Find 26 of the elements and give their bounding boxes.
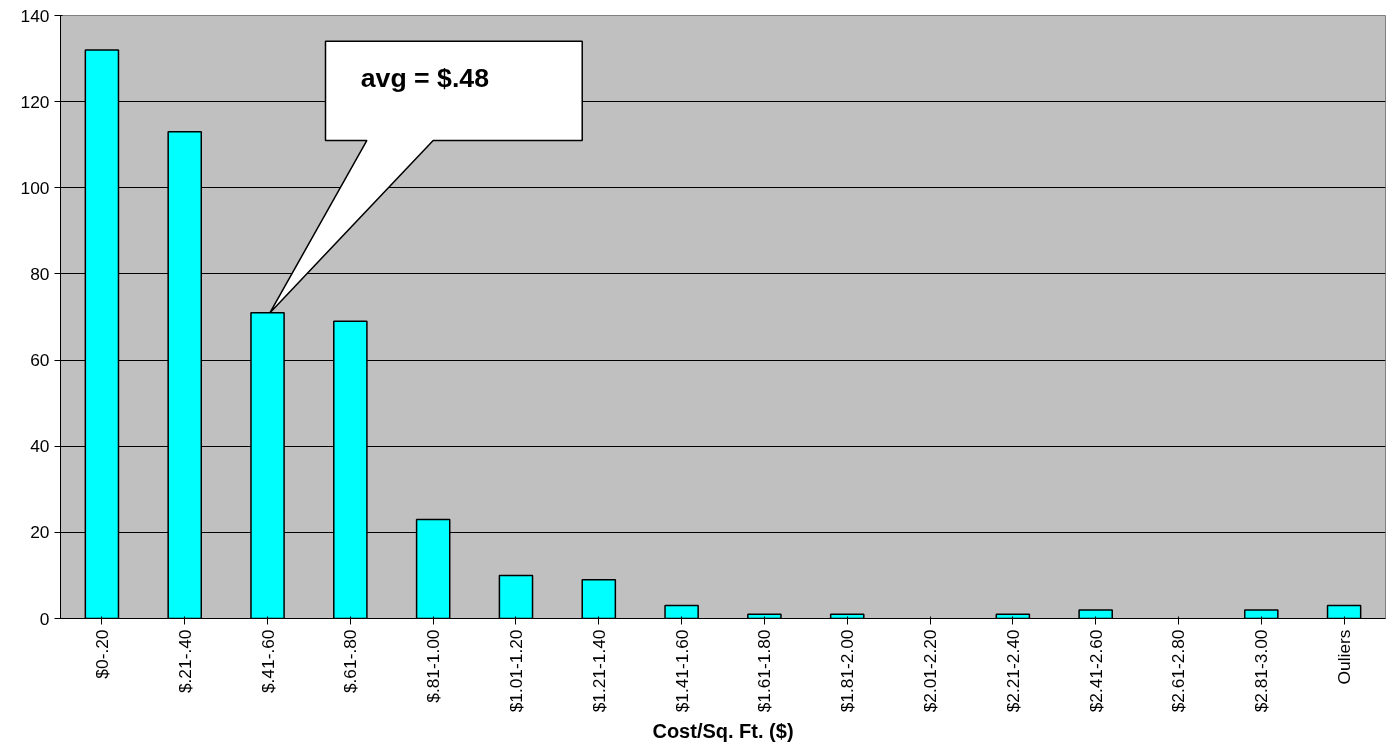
x-tick-label: $1.81-2.00 [837,629,858,713]
x-tick-label: $.41-.60 [257,629,278,694]
x-tick-label: $.81-1.00 [423,629,444,703]
x-tick-label: $1.41-1.60 [671,629,692,713]
x-tick-label: $.21-.40 [174,629,195,694]
y-tick-label: 120 [20,91,50,112]
x-tick-label: $.61-.80 [340,629,361,694]
x-tick-label: $2.41-2.60 [1085,629,1106,713]
x-tick-label: $2.01-2.20 [920,629,941,713]
x-tick-label: $1.21-1.40 [588,629,609,713]
x-tick-label: Ouliers [1334,629,1355,685]
x-tick-label: $2.21-2.40 [1002,629,1023,713]
annotation: avg = $.48 [360,62,489,93]
x-tick-label: $2.81-3.00 [1251,629,1272,713]
y-tick-label: 20 [30,522,50,543]
x-tick-label: $1.01-1.20 [505,629,526,713]
y-tick-label: 0 [39,608,50,629]
y-tick-label: 40 [30,436,50,457]
x-axis-title: Cost/Sq. Ft. ($) [652,720,794,743]
y-tick-label: 100 [20,177,50,198]
x-tick-label: $2.61-2.80 [1168,629,1189,713]
y-tick-label: 140 [20,5,50,26]
x-tick-label: $1.61-1.80 [754,629,775,713]
y-tick-label: 60 [30,350,50,371]
x-tick-label: $0-.20 [91,629,112,679]
y-tick-label: 80 [30,263,50,284]
